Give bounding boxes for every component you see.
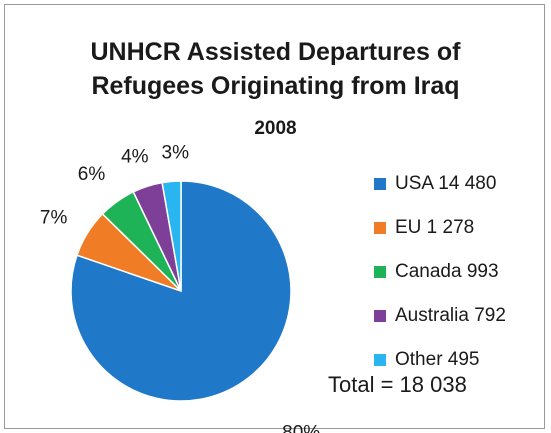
- legend-swatch-australia: [374, 310, 386, 322]
- legend-label-other: Other 495: [395, 349, 480, 370]
- legend-label-eu: EU 1 278: [395, 217, 475, 238]
- legend-label-canada: Canada 993: [395, 261, 499, 282]
- legend-item-usa: USA 14 480: [374, 162, 506, 206]
- pie-slice-other: [161, 180, 182, 292]
- slice-label-eu: 7%: [40, 207, 68, 228]
- legend-item-other: Other 495: [374, 338, 506, 382]
- legend-item-eu: EU 1 278: [374, 206, 506, 250]
- legend-swatch-eu: [374, 222, 386, 234]
- legend-label-usa: USA 14 480: [395, 173, 497, 194]
- legend-label-australia: Australia 792: [395, 305, 506, 326]
- legend-item-australia: Australia 792: [374, 294, 506, 338]
- slice-label-canada: 6%: [78, 164, 106, 185]
- slice-label-other: 3%: [162, 143, 190, 164]
- chart-title-line-2: Refugees Originating from Iraq: [91, 72, 460, 100]
- legend-item-canada: Canada 993: [374, 250, 506, 294]
- total-label: Total = 18 038: [328, 372, 467, 397]
- legend-swatch-usa: [374, 178, 386, 190]
- slice-label-australia: 4%: [121, 147, 149, 168]
- chart-subtitle: 2008: [254, 118, 297, 139]
- slice-label-usa: 80%: [282, 422, 320, 433]
- legend-swatch-other: [374, 354, 386, 366]
- legend: USA 14 480 EU 1 278 Canada 993 Australia…: [374, 162, 506, 382]
- chart-title-line-1: UNHCR Assisted Departures of: [90, 38, 461, 66]
- legend-swatch-canada: [374, 266, 386, 278]
